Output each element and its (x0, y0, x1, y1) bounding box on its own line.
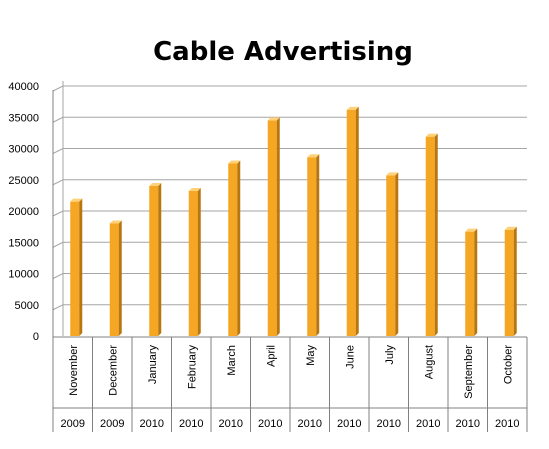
bar-top (109, 220, 122, 224)
gridline-diag (52, 116, 64, 123)
bar (149, 183, 162, 336)
y-tick-label: 0 (33, 331, 39, 343)
bar-side (474, 228, 478, 336)
bar-front (386, 175, 396, 336)
bar-top (425, 133, 438, 137)
bar (425, 133, 438, 336)
bar-top (386, 172, 399, 176)
x-category-label: January (147, 345, 159, 385)
gridline-diag (52, 85, 64, 92)
bar-front (109, 223, 119, 336)
x-year-label: 2009 (61, 418, 85, 430)
y-axis-ticks: 0 5000 10000 15000 20000 25000 30000 35000 40000 (8, 81, 39, 343)
gridline-diag (52, 241, 64, 248)
bar-front (70, 201, 80, 336)
y-tick-label: 30000 (8, 144, 39, 156)
x-category-label: April (265, 345, 277, 367)
bar-top (267, 117, 280, 121)
bar (70, 198, 83, 336)
y-tick-label: 25000 (8, 175, 39, 187)
bar (228, 160, 241, 336)
bar-top (188, 188, 201, 191)
bar (188, 188, 201, 336)
bar-side (395, 172, 399, 336)
bar-front (188, 191, 198, 336)
x-year-label: 2009 (100, 418, 124, 430)
x-category-label: February (186, 345, 198, 390)
bar-side (237, 160, 241, 336)
x-category-label: March (226, 345, 238, 376)
x-year-label: 2010 (298, 418, 322, 430)
y-tick-label: 10000 (8, 269, 39, 281)
x-year-label: 2010 (140, 418, 164, 430)
bar-side (276, 117, 280, 336)
x-category-label: October (502, 345, 514, 384)
bar-side (118, 220, 122, 336)
x-year-label: 2010 (179, 418, 203, 430)
bar-front (504, 229, 514, 336)
bar-top (149, 183, 162, 186)
x-year-label: 2010 (495, 418, 519, 430)
chart-title: Cable Advertising (153, 37, 413, 67)
bar-front (228, 163, 238, 336)
bar (386, 172, 399, 336)
x-category-label: May (305, 345, 317, 366)
bar-front (346, 109, 356, 336)
bar-front (307, 157, 317, 336)
bar-front (465, 231, 475, 336)
bar-side (197, 188, 201, 336)
gridline-diag (52, 210, 64, 217)
y-tick-label: 40000 (8, 81, 39, 93)
bar (504, 226, 517, 336)
gridline-diag (52, 179, 64, 186)
gridline-diag (52, 273, 64, 279)
x-category-label: December (107, 345, 119, 396)
bar-side (158, 183, 162, 336)
x-year-label: 2010 (456, 418, 480, 430)
bar-top (504, 226, 517, 230)
bar (346, 106, 359, 336)
bar-top (465, 228, 478, 232)
x-axis-categories: November 2009 December 2009 January 2010 Febru… (52, 337, 528, 432)
y-tick-label: 20000 (8, 206, 39, 218)
gridline-diag (52, 304, 64, 311)
x-year-label: 2010 (337, 418, 361, 430)
bars (70, 106, 517, 336)
x-year-label: 2010 (219, 418, 243, 430)
x-year-label: 2010 (377, 418, 401, 430)
bar-side (513, 226, 517, 336)
bar-front (267, 120, 277, 336)
y-tick-label: 35000 (8, 112, 39, 124)
x-category-label: July (384, 345, 396, 365)
bar (109, 220, 122, 336)
y-tick-label: 5000 (15, 300, 39, 312)
bar-side (434, 133, 438, 336)
x-category-label: September (463, 345, 475, 399)
x-category-label: November (68, 345, 80, 396)
bar-top (346, 106, 359, 110)
bar (465, 228, 478, 336)
bar-front (425, 136, 435, 336)
x-year-label: 2010 (258, 418, 282, 430)
x-year-label: 2010 (416, 418, 440, 430)
bar-top (307, 154, 320, 158)
bar-top (70, 198, 83, 202)
bar-front (149, 186, 159, 336)
bar-side (79, 198, 83, 336)
x-category-label: August (423, 345, 435, 379)
bar (307, 154, 320, 336)
gridline-diag (52, 148, 64, 154)
gridlines (52, 85, 527, 311)
bar-side (355, 106, 359, 336)
y-tick-label: 15000 (8, 237, 39, 249)
x-category-label: June (344, 345, 356, 369)
bar-side (316, 154, 320, 336)
bar (267, 117, 280, 336)
bar-top (228, 160, 241, 164)
